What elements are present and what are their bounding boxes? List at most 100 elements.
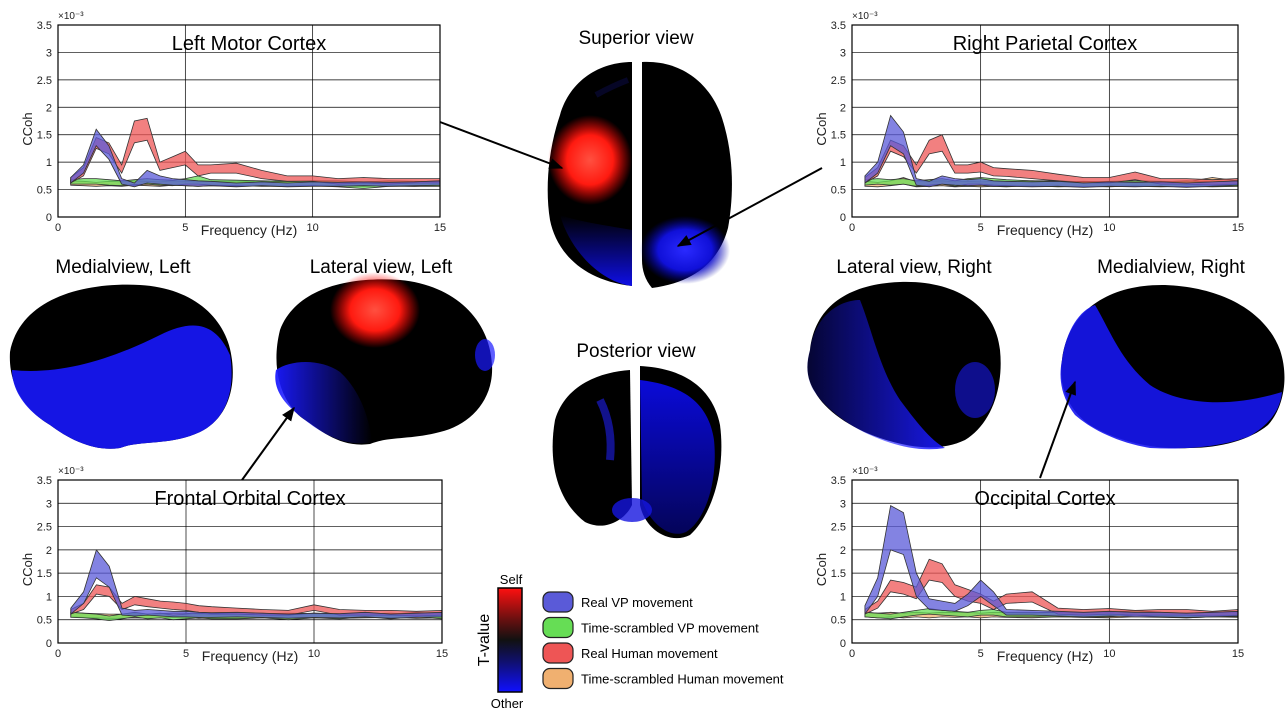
chart-title: Frontal Orbital Cortex [154, 488, 345, 510]
x-tick-label: 15 [434, 222, 446, 234]
legend-swatch-1 [542, 616, 574, 639]
x-tick-label: 10 [1103, 222, 1115, 234]
y-exponent: ×10⁻³ [852, 466, 878, 477]
x-tick-label: 5 [978, 222, 984, 234]
y-axis-label: CCoh [20, 553, 35, 586]
lateral-right-frontal-tint [955, 362, 995, 418]
y-tick-label: 1.5 [37, 568, 52, 580]
y-tick-label: 0 [46, 212, 52, 224]
chart-title: Occipital Cortex [974, 488, 1115, 510]
y-tick-label: 3 [46, 47, 52, 59]
superior-right-other-blob [640, 216, 730, 284]
x-axis-label: Frequency (Hz) [202, 648, 298, 664]
plot-frame [851, 479, 1239, 644]
y-tick-label: 3 [46, 498, 52, 510]
chart-2: 0 0.5 1 1.5 2 2.5 3 3.5 0 5 10 15 ×10⁻³ CCoh Frequency… [20, 466, 448, 664]
x-tick-label: 5 [978, 648, 984, 660]
view-label-medial-right: Medialview, Right [1097, 257, 1246, 278]
medial-left-other-region [12, 325, 232, 449]
y-tick-label: 1.5 [37, 130, 52, 142]
colorbar-bottom-label: Other [491, 696, 524, 711]
y-tick-label: 1.5 [831, 568, 846, 580]
superior-self-blob [548, 115, 632, 205]
y-tick-label: 0 [840, 638, 846, 650]
arrow-frontal-orbital [241, 406, 295, 481]
lateral-left-frontal-other [275, 362, 372, 444]
x-tick-label: 10 [307, 222, 319, 234]
colorbar-axis-label: T-value [476, 614, 493, 667]
superior-frontal-tint [594, 77, 630, 98]
y-tick-label: 0 [840, 212, 846, 224]
y-tick-label: 2 [840, 102, 846, 114]
y-tick-label: 1 [46, 591, 52, 603]
x-tick-label: 10 [1103, 648, 1115, 660]
posterior-left-hemisphere [552, 370, 632, 526]
brain-lateral-left: Lateral view, Left [275, 257, 495, 445]
brain-medial-right: Medialview, Right [1060, 257, 1285, 449]
y-tick-label: 3.5 [831, 475, 846, 487]
x-tick-label: 5 [183, 648, 189, 660]
view-label-medial-left: Medialview, Left [55, 257, 191, 278]
y-axis-label: CCoh [20, 112, 35, 145]
y-tick-label: 3 [840, 498, 846, 510]
y-tick-label: 1 [840, 157, 846, 169]
brain-lateral-right: Lateral view, Right [807, 257, 1001, 450]
connector-arrows [241, 121, 1076, 481]
y-tick-label: 0.5 [831, 615, 846, 627]
legend: Real VP movement Time-scrambled VP moveme… [542, 591, 784, 690]
legend-label-0: Real VP movement [581, 595, 693, 610]
legend-label-2: Real Human movement [581, 646, 718, 661]
view-label-posterior: Posterior view [576, 341, 696, 362]
brain-superior-view: Superior view [547, 28, 732, 288]
y-tick-label: 3.5 [37, 20, 52, 32]
view-label-lateral-left: Lateral view, Left [310, 257, 453, 278]
x-tick-label: 0 [55, 648, 61, 660]
chart-title: Left Motor Cortex [172, 33, 327, 55]
y-tick-label: 3.5 [831, 20, 846, 32]
plot-frame [851, 24, 1239, 218]
y-tick-label: 3.5 [37, 475, 52, 487]
y-tick-label: 2 [46, 545, 52, 557]
x-axis-label: Frequency (Hz) [997, 648, 1093, 664]
y-tick-label: 2.5 [831, 75, 846, 87]
x-tick-label: 15 [1232, 222, 1244, 234]
legend-label-3: Time-scrambled Human movement [581, 672, 784, 687]
y-axis-label: CCoh [814, 112, 829, 145]
view-label-lateral-right: Lateral view, Right [836, 257, 992, 278]
legend-label-1: Time-scrambled VP movement [581, 621, 759, 636]
lateral-left-self-blob [330, 272, 420, 348]
legend-swatch-2 [542, 642, 574, 664]
brain-medial-left: Medialview, Left [9, 257, 233, 449]
y-tick-label: 1.5 [831, 130, 846, 142]
arrow-left-motor [439, 121, 564, 169]
colorbar-gradient [497, 587, 523, 693]
x-tick-label: 10 [308, 648, 320, 660]
plot-frame [57, 24, 441, 218]
arrow-occipital [1039, 380, 1076, 479]
y-tick-label: 0.5 [831, 185, 846, 197]
y-tick-label: 2.5 [37, 522, 52, 534]
y-tick-label: 0.5 [37, 615, 52, 627]
y-tick-label: 2.5 [37, 75, 52, 87]
y-tick-label: 1 [840, 591, 846, 603]
colorbar: Self T-value Other [476, 572, 524, 711]
colorbar-top-label: Self [500, 572, 523, 587]
brain-posterior-view: Posterior view [552, 341, 722, 539]
chart-1: 0 0.5 1 1.5 2 2.5 3 3.5 0 5 10 15 ×10⁻³ CCoh Frequency… [814, 11, 1244, 238]
x-tick-label: 0 [849, 648, 855, 660]
y-tick-label: 3 [840, 47, 846, 59]
x-axis-label: Frequency (Hz) [997, 222, 1093, 238]
x-tick-label: 15 [1232, 648, 1244, 660]
medial-right-other-region [1060, 305, 1282, 449]
legend-swatch-3 [542, 667, 574, 690]
charts-layer: 00.511.522.533.50 5 10 15×10⁻³CCohFrequency… [20, 11, 1244, 664]
y-tick-label: 0.5 [37, 185, 52, 197]
posterior-other-region [640, 380, 715, 534]
y-axis-label: CCoh [814, 553, 829, 586]
y-tick-label: 2.5 [831, 522, 846, 534]
lateral-left-occipital-other [475, 339, 495, 371]
arrow-right-parietal [676, 167, 823, 247]
chart-3: 0 0.5 1 1.5 2 2.5 3 3.5 0 5 10 15 ×10⁻³ CCoh Frequency… [814, 466, 1244, 664]
view-label-superior: Superior view [578, 28, 693, 49]
